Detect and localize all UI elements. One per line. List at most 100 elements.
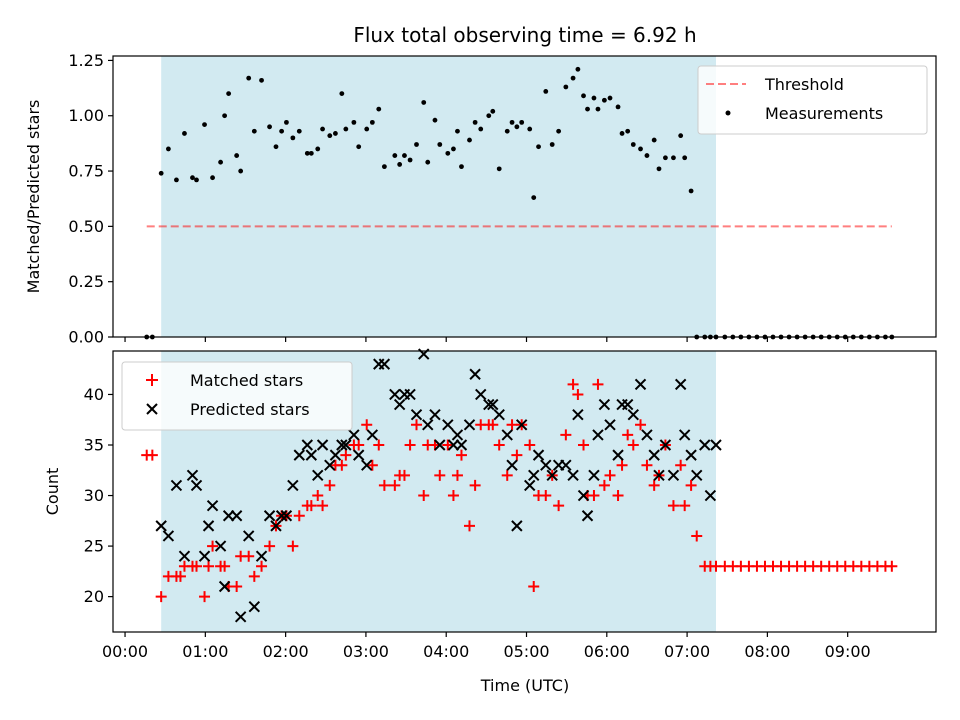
measurement-point (451, 146, 456, 152)
predicted-star-point (598, 398, 611, 411)
measurement-point (504, 128, 510, 134)
measurement-point (222, 113, 228, 119)
measurement-point (364, 126, 370, 132)
y-tick-label: 20 (84, 587, 104, 606)
predicted-star-point (691, 469, 703, 482)
matched-star-point (455, 449, 467, 461)
top-x-ticks (124, 337, 849, 342)
x-tick-label: 07:00 (664, 642, 710, 661)
predicted-star-point (230, 510, 243, 522)
predicted-star-point (434, 439, 446, 451)
measurement-point (190, 175, 195, 181)
measurement-point (320, 126, 325, 132)
measurement-point (414, 142, 419, 147)
measurement-point (267, 124, 272, 130)
matched-star-point (442, 439, 454, 451)
predicted-star-point (648, 449, 660, 461)
predicted-star-point (263, 510, 276, 522)
matched-star-point (675, 459, 687, 471)
y-tick-label: 1.25 (68, 51, 104, 70)
measurement-point (339, 91, 345, 97)
measurement-point (445, 150, 451, 156)
measurement-point (656, 166, 662, 172)
legend-matched-label: Matched stars (190, 371, 303, 390)
measurement-point (467, 137, 472, 143)
legend-measurements-swatch (725, 110, 731, 116)
measurement-point (459, 164, 464, 170)
matched-star-point (464, 520, 475, 532)
measurement-point (601, 97, 607, 103)
predicted-star-point (469, 368, 481, 380)
matched-star-point (203, 560, 215, 572)
measurement-point (644, 153, 650, 158)
measurement-point (527, 126, 533, 132)
measurement-point (625, 128, 631, 134)
measurement-point (595, 106, 601, 112)
predicted-star-point (155, 520, 167, 532)
measurement-point (437, 142, 443, 147)
predicted-star-point (336, 439, 348, 451)
top-shaded-span-layer (161, 56, 716, 337)
measurement-point (158, 170, 164, 176)
measurement-point (369, 119, 375, 125)
matched-star-point (627, 439, 639, 451)
predicted-star-point (604, 419, 616, 431)
matched-star-point (501, 469, 513, 481)
predicted-star-point (572, 408, 584, 421)
predicted-star-point (242, 530, 255, 542)
predicted-star-point (404, 388, 416, 401)
x-tick-label: 02:00 (263, 642, 309, 661)
measurement-point (210, 175, 215, 181)
predicted-star-point (511, 520, 523, 532)
matched-star-point (389, 479, 401, 491)
measurement-point (549, 142, 555, 147)
legend-threshold-label: Threshold (764, 75, 844, 94)
predicted-star-point (378, 358, 391, 370)
y-tick-label: 30 (84, 486, 104, 505)
measurement-point (607, 95, 613, 101)
x-tick-label: 00:00 (102, 642, 148, 661)
measurement-point (591, 95, 597, 101)
predicted-star-point (659, 439, 672, 451)
predicted-star-point (410, 408, 423, 421)
predicted-star-point (270, 520, 282, 532)
x-tick-label: 03:00 (343, 642, 389, 661)
bottom-x-ticks: 00:00 01:00 02:00 03:00 04:00 05:00 06:00 07:00… (102, 632, 871, 661)
measurement-point (284, 119, 289, 125)
y-tick-label: 0.00 (68, 328, 104, 347)
predicted-star-point (653, 469, 665, 482)
measurement-point (333, 131, 338, 136)
predicted-star-point (483, 398, 495, 411)
matched-star-point (366, 459, 378, 471)
matched-star-point (553, 500, 565, 512)
predicted-star-point (506, 459, 518, 471)
top-panel: 0.00 0.25 0.50 0.75 1.00 1.25 Matched/Predict… (24, 51, 937, 347)
measurement-point (638, 146, 643, 152)
measurement-point (251, 128, 257, 134)
matched-star-point (886, 560, 898, 572)
measurement-point (682, 155, 688, 161)
measurement-point (343, 126, 349, 132)
measurement-point (315, 146, 321, 152)
measurement-point (619, 131, 625, 136)
measurement-point (678, 133, 684, 139)
measurement-point (651, 137, 657, 143)
predicted-star-point (329, 449, 342, 461)
predicted-star-point (340, 439, 352, 451)
predicted-star-point (641, 429, 653, 441)
measurements-points-layer (144, 66, 895, 340)
measurement-point (630, 142, 636, 147)
matched-star-point (506, 419, 518, 431)
predicted-star-point (393, 398, 406, 411)
matched-star-point (231, 581, 243, 593)
measurement-point (421, 100, 427, 105)
matched-star-point (540, 490, 552, 502)
matched-star-point (404, 439, 416, 451)
measurement-point (563, 84, 569, 90)
x-tick-label: 08:00 (744, 642, 790, 661)
matched-star-point (199, 591, 211, 603)
matched-star-point (560, 429, 572, 441)
predicted-star-point (255, 550, 268, 562)
legend-top: Threshold Measurements (697, 65, 928, 135)
predicted-star-point (206, 499, 219, 512)
